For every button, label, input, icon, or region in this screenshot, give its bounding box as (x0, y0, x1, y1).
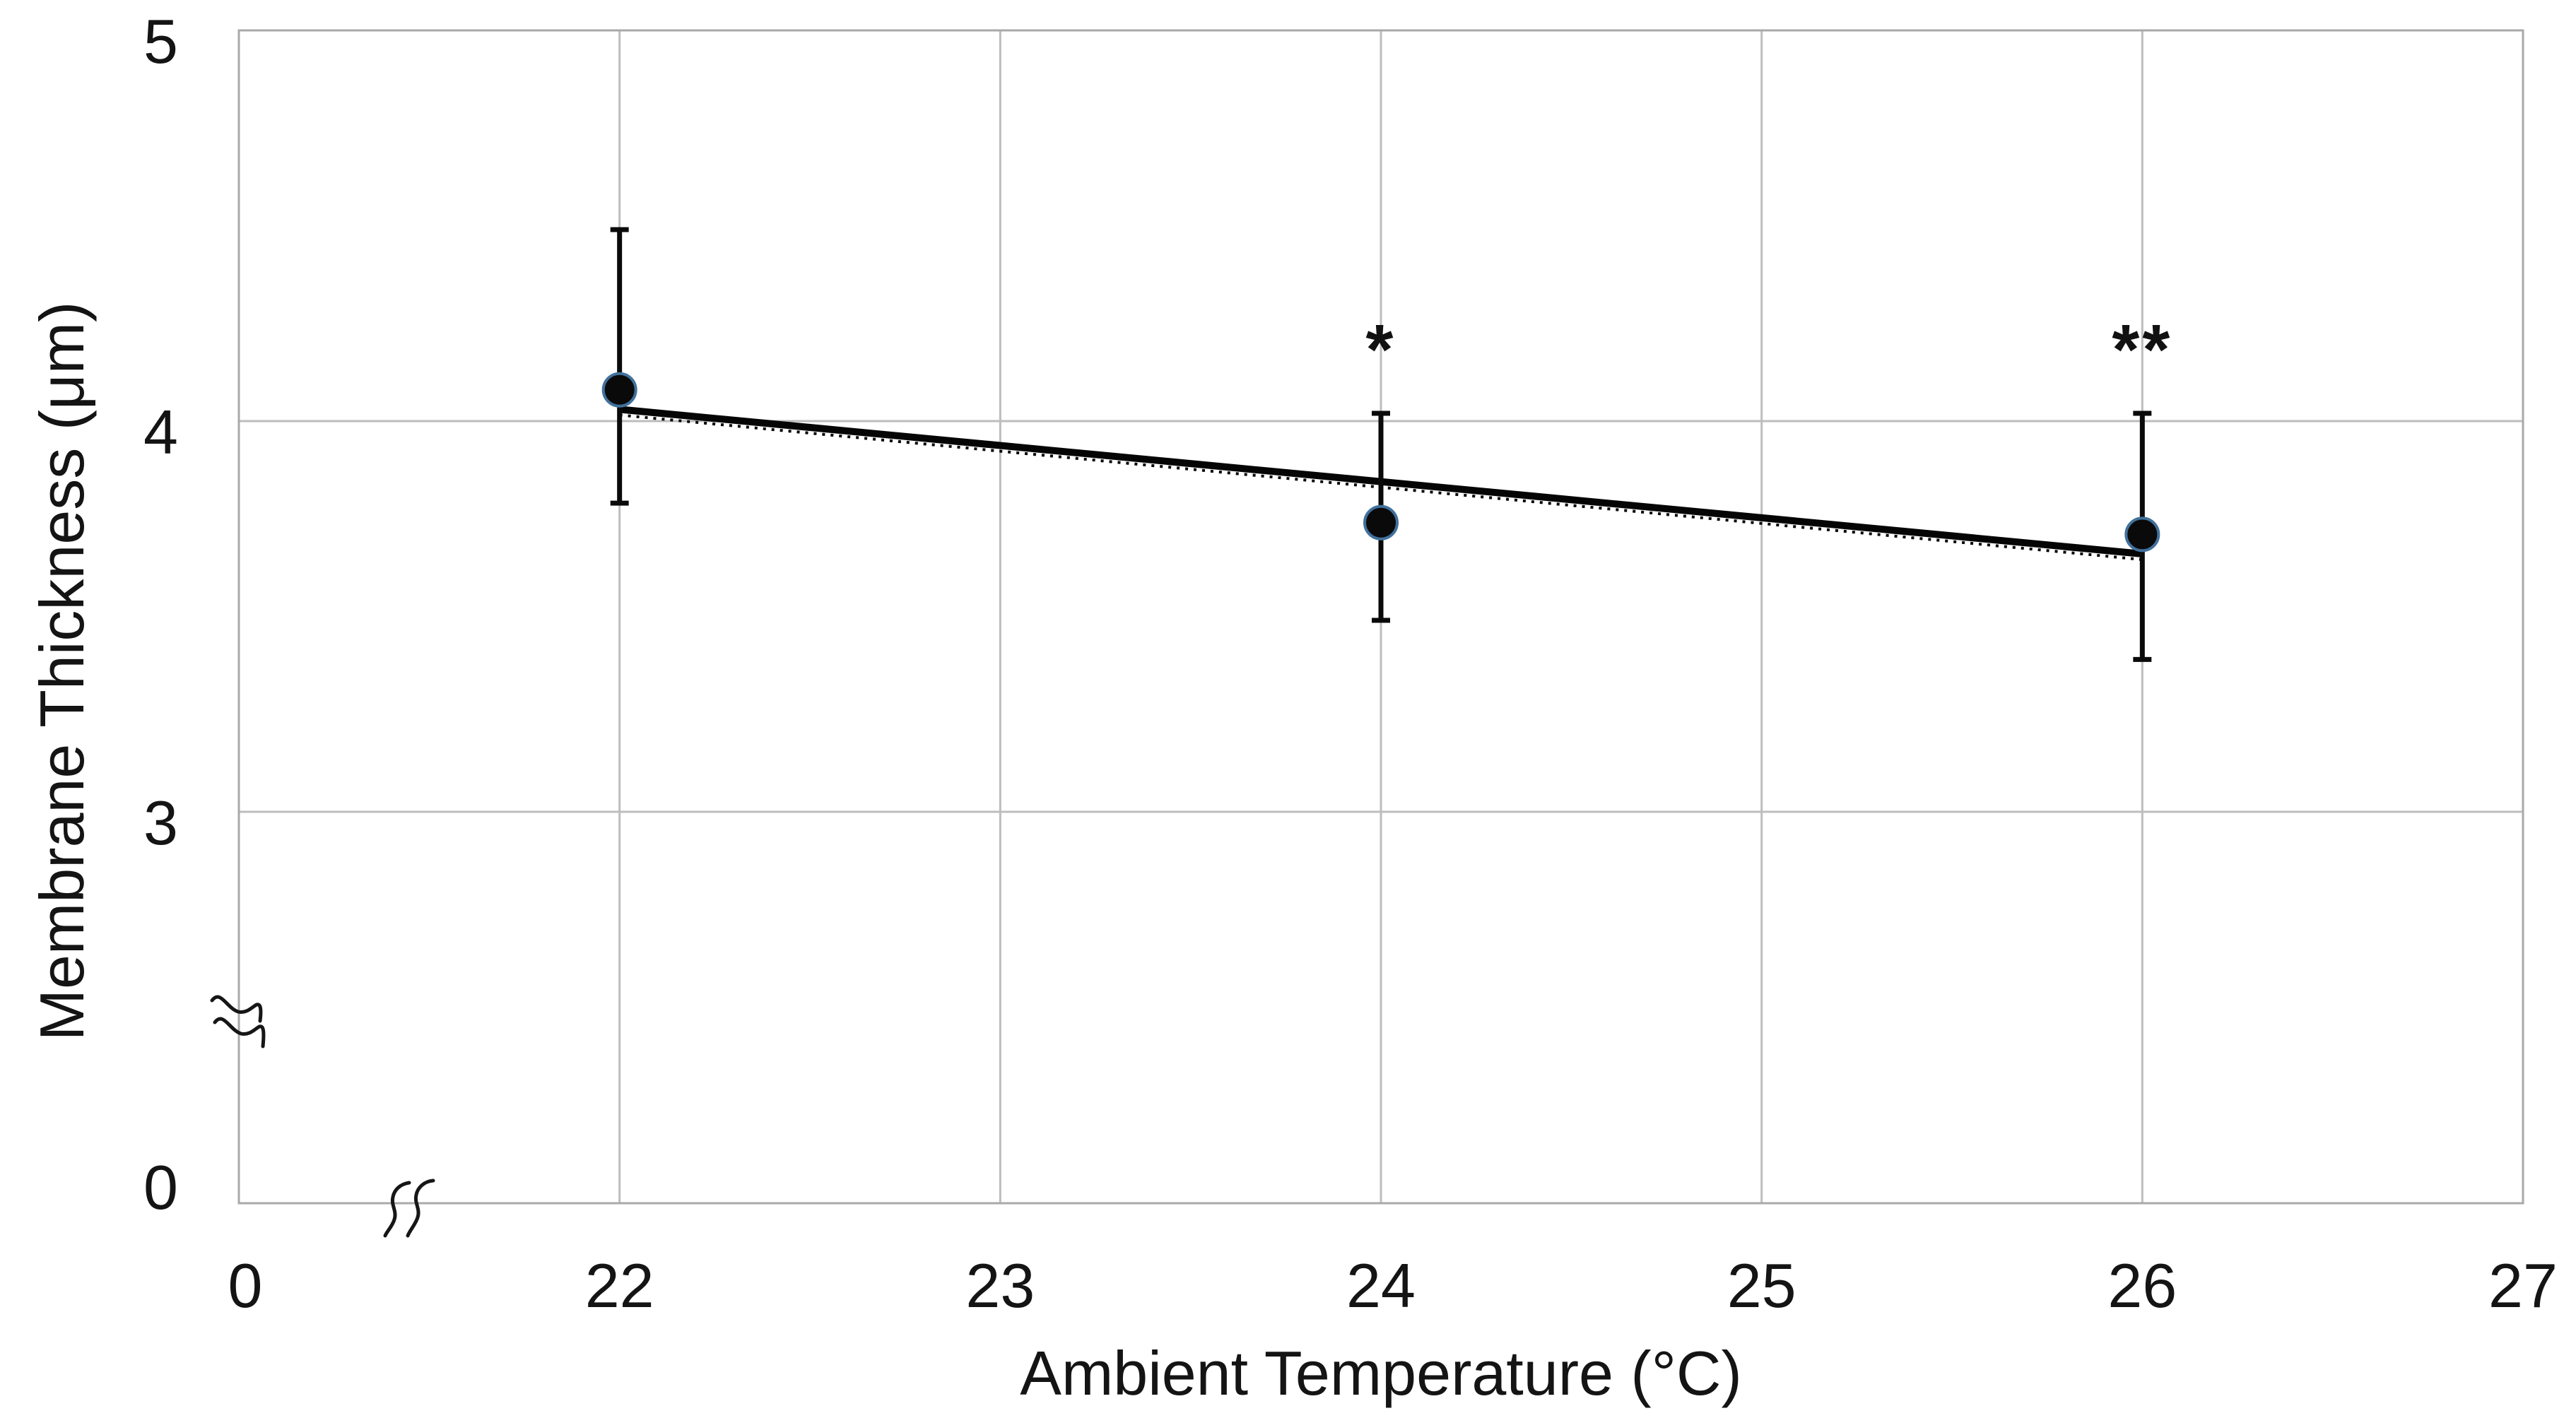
x-tick-label-0: 0 (228, 1251, 263, 1320)
x-tick-label-27: 27 (2488, 1251, 2558, 1320)
y-axis-title: Membrane Thickness (μm) (27, 301, 97, 1041)
x-tick-label-24: 24 (1346, 1251, 1416, 1320)
significance-marker: ** (2112, 309, 2173, 389)
y-axis-break-icon (213, 1017, 266, 1048)
x-axis-break-icon (383, 1181, 411, 1238)
y-axis-break-icon (210, 995, 263, 1023)
data-point-marker (1363, 504, 1399, 540)
x-tick-label-26: 26 (2107, 1251, 2177, 1320)
data-point-marker (601, 372, 637, 408)
significance-marker: * (1365, 309, 1396, 389)
y-tick-label-3: 3 (143, 788, 178, 858)
x-tick-label-22: 22 (584, 1251, 654, 1320)
y-tick-label-4: 4 (143, 397, 178, 467)
y-tick-label-5: 5 (143, 6, 178, 76)
plot-border (237, 29, 2524, 1205)
x-tick-label-25: 25 (1727, 1251, 1796, 1320)
x-axis-title: Ambient Temperature (°C) (1020, 1338, 1742, 1408)
y-tick-label-0: 0 (143, 1152, 178, 1222)
x-axis-break-icon (406, 1178, 435, 1238)
x-tick-label-23: 23 (965, 1251, 1035, 1320)
data-point-marker (2124, 516, 2160, 553)
